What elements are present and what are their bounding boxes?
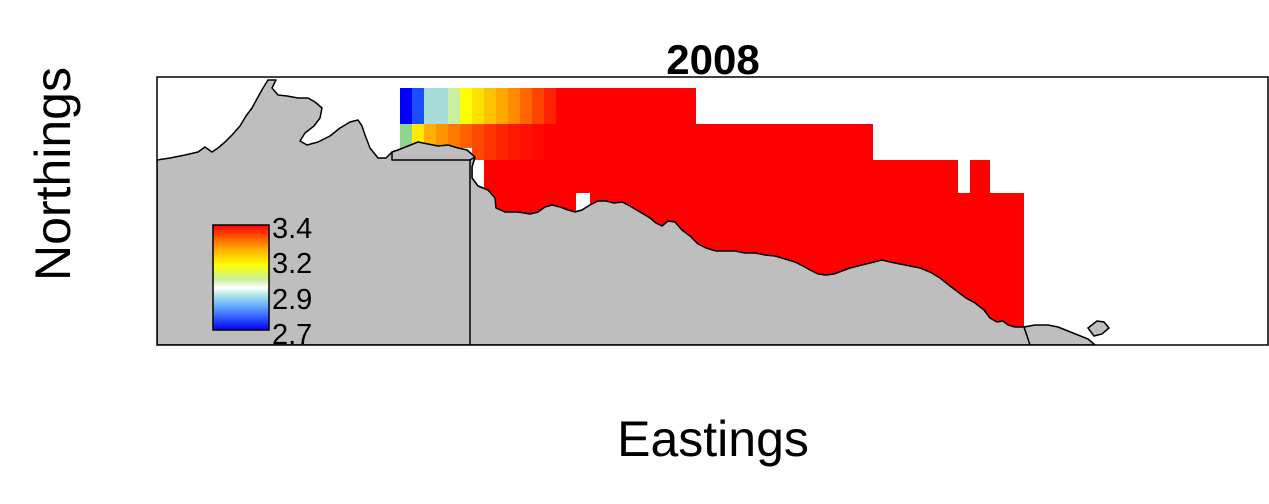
- land-mask: [469, 156, 1031, 345]
- grid-cell: [448, 88, 460, 124]
- grid-cell: [436, 124, 448, 148]
- legend-tick-label: 3.2: [272, 248, 312, 280]
- grid-cell: [424, 124, 436, 148]
- x-axis-label: Eastings: [617, 411, 809, 467]
- grid-cell: [484, 88, 496, 124]
- grid-cell: [532, 88, 544, 124]
- grid-cell: [544, 124, 873, 160]
- grid-cell: [590, 193, 1024, 213]
- grid-cell: [400, 124, 412, 148]
- grid-cell: [484, 160, 958, 193]
- legend-tick-label: 2.9: [272, 284, 312, 316]
- grid-cell: [472, 88, 484, 124]
- grid-cell: [532, 124, 544, 160]
- grid-cell: [412, 88, 424, 124]
- grid-cell: [508, 124, 520, 160]
- grid-cell: [544, 88, 556, 124]
- grid-cell: [460, 88, 472, 124]
- grid-cell: [400, 88, 412, 124]
- grid-cell: [520, 124, 532, 160]
- plot-frame: [156, 76, 1269, 346]
- grid-cell: [556, 88, 696, 124]
- grid-cell: [508, 88, 520, 124]
- grid-cell: [520, 88, 532, 124]
- legend-colorbar: [212, 224, 270, 331]
- grid-cell: [496, 124, 508, 160]
- legend: 3.4 3.2 2.9 2.7: [212, 213, 312, 351]
- map-title: 2008: [666, 36, 759, 83]
- y-axis-label: Northings: [25, 67, 81, 281]
- grid-cell: [970, 160, 990, 193]
- grid-cell: [436, 88, 448, 124]
- grid-cell: [424, 88, 436, 124]
- land-mask-left: [391, 141, 476, 161]
- island: [1086, 320, 1111, 337]
- grid-cell: [484, 124, 496, 160]
- grid-cell: [448, 124, 460, 148]
- grid-cell: [496, 88, 508, 124]
- legend-tick-label: 3.4: [272, 213, 312, 245]
- legend-tick-label: 2.7: [272, 319, 312, 351]
- grid-cell: [460, 124, 472, 148]
- grid-cell: [472, 124, 484, 160]
